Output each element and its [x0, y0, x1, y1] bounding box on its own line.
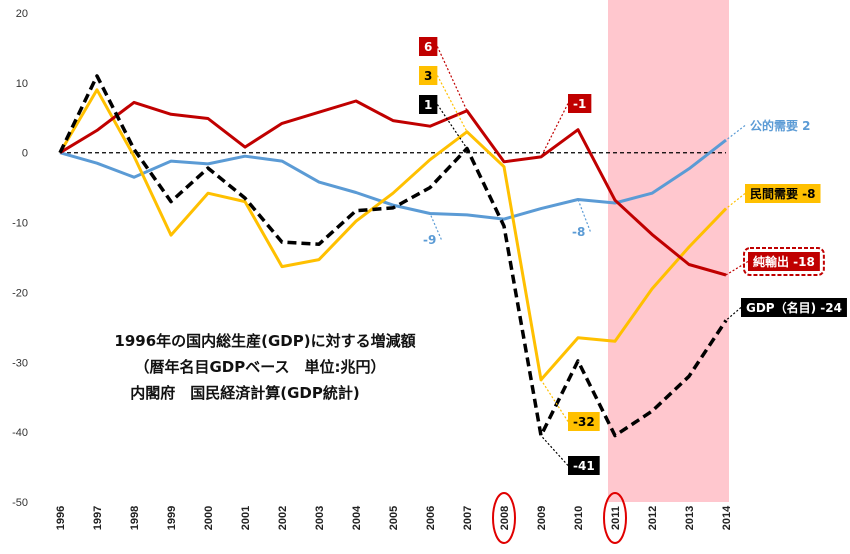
highlight-band — [608, 0, 729, 502]
series-value-label: 純輸出 -18 — [725, 247, 825, 276]
y-tick-label: -30 — [12, 357, 28, 369]
label-box — [748, 252, 820, 271]
leader-line — [540, 379, 569, 422]
series-value-label: 6 — [419, 37, 468, 112]
leader-line — [725, 193, 746, 210]
label-box — [568, 94, 592, 113]
series-labels: -9 -8 公的需要 2 3 -32 民間需要 -8 6 -1 純輸出 -18 1 -41 GDP（名… — [419, 37, 847, 475]
y-tick-label: -40 — [12, 427, 28, 439]
leader-line — [429, 213, 442, 240]
x-tick-label: 2000 — [203, 506, 215, 530]
leader-line — [540, 435, 569, 466]
x-tick-label: 1999 — [166, 506, 178, 530]
series-value-text: -9 — [423, 233, 436, 247]
series-value-text: 6 — [424, 40, 432, 54]
leader-line — [725, 307, 742, 321]
series-value-text: 1 — [424, 98, 432, 112]
leader-line — [436, 46, 468, 112]
series-value-label: GDP（名目) -24 — [725, 298, 847, 321]
leader-line — [436, 104, 468, 149]
chart-notes: 1996年の国内総生産(GDP)に対する増減額 （暦年名目GDPベース 単位:兆… — [114, 332, 415, 402]
y-tick-label: -10 — [12, 218, 28, 230]
note-line-1: 1996年の国内総生産(GDP)に対する増減額 — [114, 332, 415, 350]
x-tick-label: 2002 — [277, 506, 289, 530]
label-box — [568, 412, 600, 431]
series-value-label: 民間需要 -8 — [725, 184, 821, 210]
circle-highlight — [492, 492, 516, 544]
y-tick-label: 10 — [16, 78, 28, 90]
x-tick-label: 1998 — [129, 506, 141, 530]
series-lines — [58, 74, 728, 438]
x-tick-label: 1996 — [55, 506, 67, 530]
label-box — [741, 298, 847, 317]
series-value-text: -41 — [573, 459, 595, 473]
leader-line — [540, 103, 569, 158]
x-tick-label: 2012 — [647, 506, 659, 530]
series-value-text: GDP（名目) -24 — [746, 300, 842, 315]
y-tick-label: -50 — [12, 497, 28, 509]
series-value-label: 3 — [419, 66, 468, 133]
label-box — [419, 37, 438, 56]
series-value-text: 民間需要 -8 — [750, 186, 816, 201]
series-line — [58, 74, 728, 438]
series-value-text: 純輸出 -18 — [753, 254, 815, 269]
note-line-2: （暦年名目GDPベース 単位:兆円） — [134, 358, 385, 376]
series-value-text: -8 — [572, 225, 585, 239]
y-axis: 20 10 0 -10 -20 -30 -40 -50 — [12, 8, 28, 509]
series-line — [58, 88, 728, 382]
series-value-label: -41 — [540, 435, 600, 475]
x-tick-label: 2011 — [610, 506, 622, 530]
series-value-text: 3 — [424, 69, 432, 83]
y-tick-label: 20 — [16, 8, 28, 20]
y-tick-label: 0 — [22, 148, 28, 160]
series-value-label: -8 — [572, 199, 591, 239]
series-value-text: -1 — [573, 97, 586, 111]
x-tick-label: 2007 — [462, 506, 474, 530]
label-box — [419, 66, 438, 85]
x-tick-label: 2003 — [314, 506, 326, 530]
y-tick-label: -20 — [12, 287, 28, 299]
label-box — [419, 95, 438, 114]
label-box — [745, 184, 821, 203]
x-axis: 1996 1997 1998 1999 2000 2001 2002 2003 2004 2005… — [55, 492, 733, 544]
series-value-text: -32 — [573, 415, 595, 429]
series-line — [59, 138, 727, 221]
x-tick-label: 2008 — [499, 506, 511, 530]
series-value-label: -9 — [423, 213, 442, 247]
circle-highlight — [603, 492, 627, 544]
x-tick-label: 2013 — [684, 506, 696, 530]
label-box — [568, 456, 600, 475]
x-tick-label: 2010 — [573, 506, 585, 530]
x-tick-label: 2004 — [351, 505, 363, 530]
series-line — [59, 99, 727, 277]
label-frame — [743, 247, 825, 276]
series-value-label: -1 — [540, 94, 592, 158]
series-value-text: 公的需要 2 — [750, 118, 811, 133]
x-tick-label: 2006 — [425, 506, 437, 530]
x-tick-label: 2001 — [240, 506, 252, 530]
note-line-3: 内閣府 国民経済計算(GDP統計) — [130, 384, 359, 402]
series-value-label: 公的需要 2 — [725, 118, 811, 141]
x-tick-label: 2005 — [388, 506, 400, 530]
x-tick-label: 1997 — [92, 506, 104, 530]
leader-line — [577, 199, 591, 232]
series-value-label: 1 — [419, 95, 468, 149]
leader-line — [436, 75, 468, 133]
series-value-label: -32 — [540, 379, 600, 431]
x-tick-label: 2009 — [536, 506, 548, 530]
x-tick-label: 2014 — [721, 505, 733, 530]
